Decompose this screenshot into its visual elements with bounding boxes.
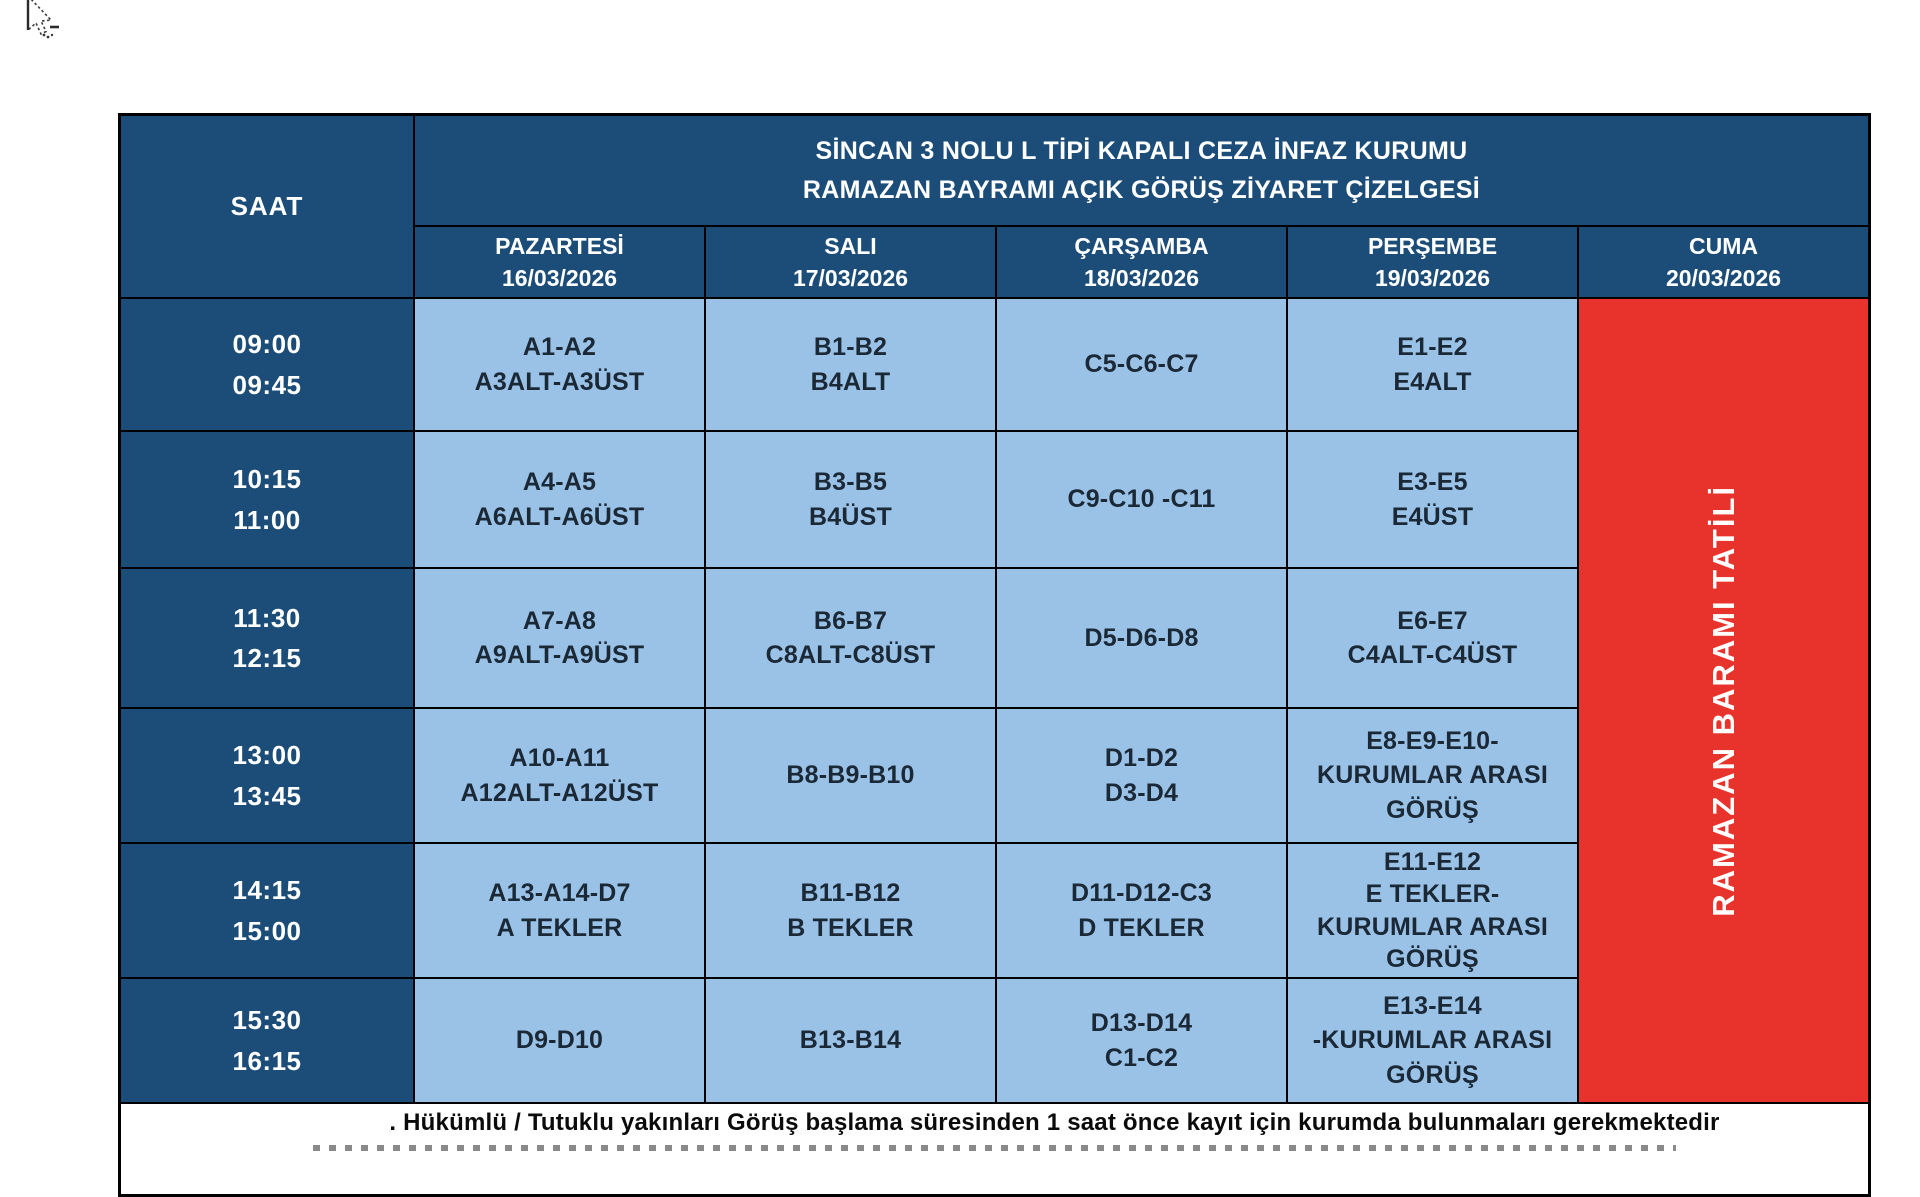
schedule-cell-thu-2: E3-E5 E4ÜST xyxy=(1288,432,1577,567)
schedule-cell-tue-4: B8-B9-B10 xyxy=(706,709,995,842)
time-slot-1415: 14:15 15:00 xyxy=(121,844,413,977)
day-header-sali: SALI 17/03/2026 xyxy=(706,227,995,297)
schedule-cell-mon-1: A1-A2 A3ALT-A3ÜST xyxy=(415,299,704,430)
time-slot-1300: 13:00 13:45 xyxy=(121,709,413,842)
time-slot-1015: 10:15 11:00 xyxy=(121,432,413,567)
title-line-1: SİNCAN 3 NOLU L TİPİ KAPALI CEZA İNFAZ K… xyxy=(815,136,1468,165)
schedule-cell-mon-4: A10-A11 A12ALT-A12ÜST xyxy=(415,709,704,842)
day-name: PAZARTESİ xyxy=(495,232,624,259)
table-title: SİNCAN 3 NOLU L TİPİ KAPALI CEZA İNFAZ K… xyxy=(415,116,1868,225)
schedule-cell-thu-6: E13-E14 -KURUMLAR ARASI GÖRÜŞ xyxy=(1288,979,1577,1102)
day-header-carsamba: ÇARŞAMBA 18/03/2026 xyxy=(997,227,1286,297)
day-header-persembe: PERŞEMBE 19/03/2026 xyxy=(1288,227,1577,297)
time-column-header: SAAT xyxy=(121,116,413,297)
holiday-cell: RAMAZAN BARAMI TATİLİ xyxy=(1579,299,1868,1102)
time-column-header-label: SAAT xyxy=(230,191,304,221)
day-header-pazartesi: PAZARTESİ 16/03/2026 xyxy=(415,227,704,297)
day-date: 18/03/2026 xyxy=(1083,265,1200,291)
schedule-cell-thu-3: E6-E7 C4ALT-C4ÜST xyxy=(1288,569,1577,707)
schedule-cell-tue-1: B1-B2 B4ALT xyxy=(706,299,995,430)
schedule-cell-mon-2: A4-A5 A6ALT-A6ÜST xyxy=(415,432,704,567)
holiday-label: RAMAZAN BARAMI TATİLİ xyxy=(1705,484,1741,917)
time-slot-0900: 09:00 09:45 xyxy=(121,299,413,430)
clipped-note-line xyxy=(313,1145,1676,1151)
schedule-cell-tue-3: B6-B7 C8ALT-C8ÜST xyxy=(706,569,995,707)
day-header-cuma: CUMA 20/03/2026 xyxy=(1579,227,1868,297)
schedule-cell-tue-6: B13-B14 xyxy=(706,979,995,1102)
schedule-cell-mon-3: A7-A8 A9ALT-A9ÜST xyxy=(415,569,704,707)
time-slot-1530: 15:30 16:15 xyxy=(121,979,413,1102)
day-name: ÇARŞAMBA xyxy=(1074,232,1209,259)
day-date: 19/03/2026 xyxy=(1374,265,1491,291)
schedule-cell-wed-4: D1-D2 D3-D4 xyxy=(997,709,1286,842)
schedule-cell-tue-2: B3-B5 B4ÜST xyxy=(706,432,995,567)
schedule-cell-thu-5: E11-E12 E TEKLER- KURUMLAR ARASI GÖRÜŞ xyxy=(1288,844,1577,977)
schedule-cell-tue-5: B11-B12 B TEKLER xyxy=(706,844,995,977)
schedule-cell-wed-6: D13-D14 C1-C2 xyxy=(997,979,1286,1102)
time-slot-1130: 11:30 12:15 xyxy=(121,569,413,707)
footnote-text: . Hükümlü / Tutuklu yakınları Görüş başl… xyxy=(389,1109,1720,1136)
day-name: SALI xyxy=(824,232,877,259)
schedule-cell-wed-2: C9-C10 -C11 xyxy=(997,432,1286,567)
schedule-cell-thu-4: E8-E9-E10- KURUMLAR ARASI GÖRÜŞ xyxy=(1288,709,1577,842)
footnote-row: . Hükümlü / Tutuklu yakınları Görüş başl… xyxy=(121,1104,1868,1194)
mouse-cursor-icon xyxy=(26,0,59,39)
title-line-2: RAMAZAN BAYRAMI AÇIK GÖRÜŞ ZİYARET ÇİZEL… xyxy=(802,175,1481,204)
document-page: { "cursor": { "icon": "arrow-pointer" },… xyxy=(26,0,1871,1197)
schedule-cell-mon-6: D9-D10 xyxy=(415,979,704,1102)
day-date: 17/03/2026 xyxy=(792,265,909,291)
visit-schedule-table: SAAT SİNCAN 3 NOLU L TİPİ KAPALI CEZA İN… xyxy=(118,113,1871,1197)
day-name: PERŞEMBE xyxy=(1367,232,1498,259)
schedule-cell-mon-5: A13-A14-D7 A TEKLER xyxy=(415,844,704,977)
schedule-cell-thu-1: E1-E2 E4ALT xyxy=(1288,299,1577,430)
day-date: 20/03/2026 xyxy=(1665,265,1782,291)
schedule-cell-wed-5: D11-D12-C3 D TEKLER xyxy=(997,844,1286,977)
day-name: CUMA xyxy=(1689,232,1758,259)
schedule-cell-wed-1: C5-C6-C7 xyxy=(997,299,1286,430)
schedule-cell-wed-3: D5-D6-D8 xyxy=(997,569,1286,707)
day-date: 16/03/2026 xyxy=(501,265,618,291)
